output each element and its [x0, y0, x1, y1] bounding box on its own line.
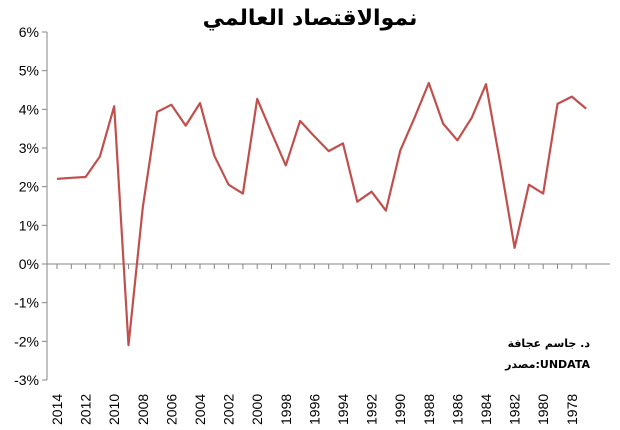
chart-title: نموالاقتصاد العالمي: [202, 6, 418, 31]
x-tick-label: 1984: [478, 394, 494, 425]
y-tick-label: -2%: [14, 333, 39, 349]
series-line-0: [56, 81, 587, 347]
x-tick-labels: 2014 2012 2010 2008 2006 2004 2002 2000 1998 1996…: [49, 394, 580, 425]
x-tick-label: 1998: [278, 394, 294, 425]
source-note: مصدر:UNDATA: [504, 358, 590, 371]
x-tick-label: 1990: [392, 394, 408, 425]
y-tick-label: 1%: [19, 217, 39, 233]
y-tick-label: -1%: [14, 295, 39, 311]
x-tick-label: 2014: [49, 394, 65, 425]
author-note: د. جاسم عجافة: [508, 337, 591, 350]
x-tick-label: 2006: [163, 394, 179, 425]
y-tick-label: -3%: [14, 372, 39, 388]
y-tick-label: 4%: [19, 101, 39, 117]
y-tick-label: 2%: [19, 179, 39, 195]
y-tick-label: 6%: [19, 24, 39, 40]
x-tick-label: 1978: [564, 394, 580, 425]
y-tick-labels: 6% 5% 4% 3% 2% 1% 0% -1% -2% -3%: [14, 24, 39, 388]
x-tick-label: 2008: [135, 394, 151, 425]
series-group: [56, 81, 587, 347]
y-tick-label: 3%: [19, 140, 39, 156]
x-tick-label: 2002: [221, 394, 237, 425]
x-tick-label: 1992: [364, 394, 380, 425]
y-tick-label: 0%: [19, 256, 39, 272]
x-tick-label: 2000: [249, 394, 265, 425]
x-tick-label: 2004: [192, 394, 208, 425]
x-tick-label: 1980: [535, 394, 551, 425]
x-tick-label: 1994: [335, 394, 351, 425]
x-tick-label: 2010: [106, 394, 122, 425]
x-tick-label: 1988: [421, 394, 437, 425]
x-tick-label: 1996: [306, 394, 322, 425]
chart-axes: [42, 31, 610, 381]
x-tick-label: 1986: [449, 394, 465, 425]
x-tick-label: 2012: [78, 394, 94, 425]
y-tick-label: 5%: [19, 63, 39, 79]
x-tick-label: 1982: [507, 394, 523, 425]
